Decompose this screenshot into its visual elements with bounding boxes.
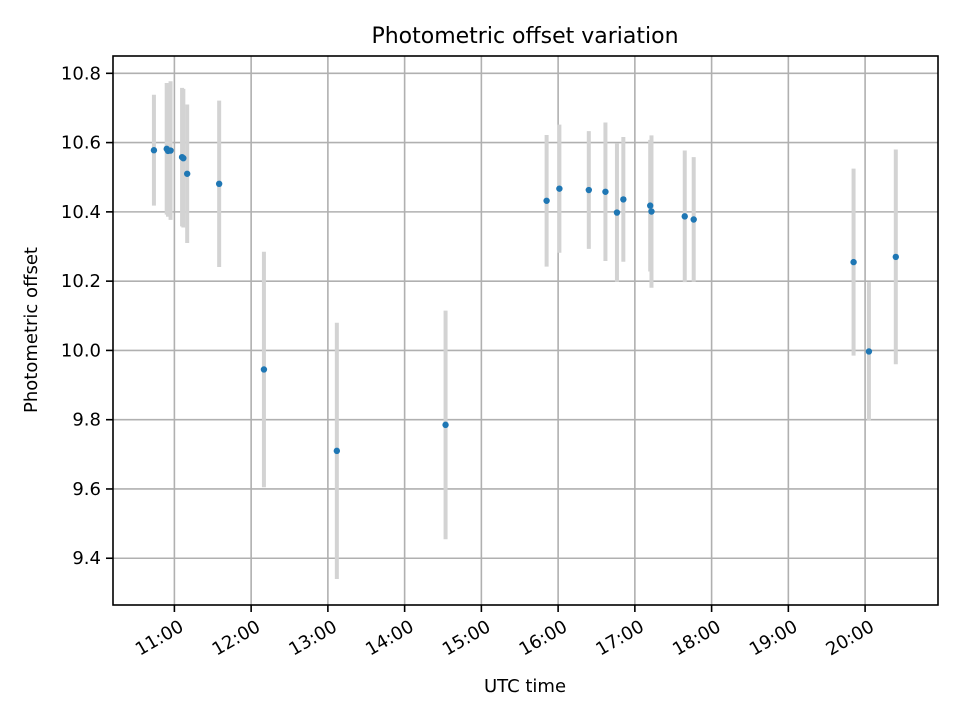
data-point [602, 188, 609, 195]
x-tick-label: 20:00 [823, 616, 878, 660]
data-point [183, 170, 191, 177]
y-axis-label: Photometric offset [21, 247, 42, 413]
y-tick-label: 9.4 [72, 548, 101, 569]
data-point [850, 258, 857, 266]
data-point [260, 366, 268, 373]
data-point [613, 209, 621, 216]
data-points [150, 145, 899, 455]
x-tick-label: 16:00 [516, 616, 571, 660]
x-tick-label: 14:00 [362, 616, 417, 660]
data-point [865, 348, 873, 355]
y-tick-label: 9.6 [72, 479, 101, 500]
grid [113, 56, 938, 605]
y-tick-label: 10.4 [61, 202, 101, 223]
data-point [892, 253, 899, 261]
y-axis: 9.4 9.6 9.8 10.0 10.2 10.4 10.6 10.8 [61, 63, 113, 569]
data-point [556, 185, 563, 192]
x-tick-label: 13:00 [285, 616, 340, 660]
data-point [442, 421, 449, 429]
data-point [167, 147, 174, 154]
data-point [215, 180, 223, 188]
data-point [585, 186, 593, 194]
data-point [681, 213, 688, 220]
x-tick-label: 17:00 [592, 616, 647, 660]
y-tick-label: 10.0 [61, 340, 101, 361]
y-tick-label: 10.2 [61, 271, 101, 292]
x-tick-label: 18:00 [669, 616, 724, 660]
chart-title: Photometric offset variation [371, 24, 678, 49]
data-point [648, 208, 655, 215]
data-point [690, 216, 697, 223]
y-tick-label: 9.8 [72, 410, 101, 431]
plot-frame [112, 55, 939, 606]
x-tick-label: 15:00 [439, 616, 494, 660]
x-tick-label: 11:00 [132, 616, 187, 660]
data-point [333, 447, 341, 455]
y-tick-label: 10.8 [61, 63, 101, 84]
x-axis-label: UTC time [484, 676, 566, 697]
data-point [647, 202, 654, 209]
data-point [150, 147, 158, 154]
x-axis: 11:00 12:00 13:00 14:00 15:00 16:00 17:00 18:00… [132, 605, 878, 660]
data-point [180, 154, 187, 162]
data-point [620, 196, 627, 203]
y-tick-label: 10.6 [61, 133, 101, 154]
data-point [543, 197, 550, 204]
x-tick-label: 12:00 [209, 616, 264, 660]
error-bars [151, 81, 898, 580]
x-tick-label: 19:00 [746, 616, 801, 660]
